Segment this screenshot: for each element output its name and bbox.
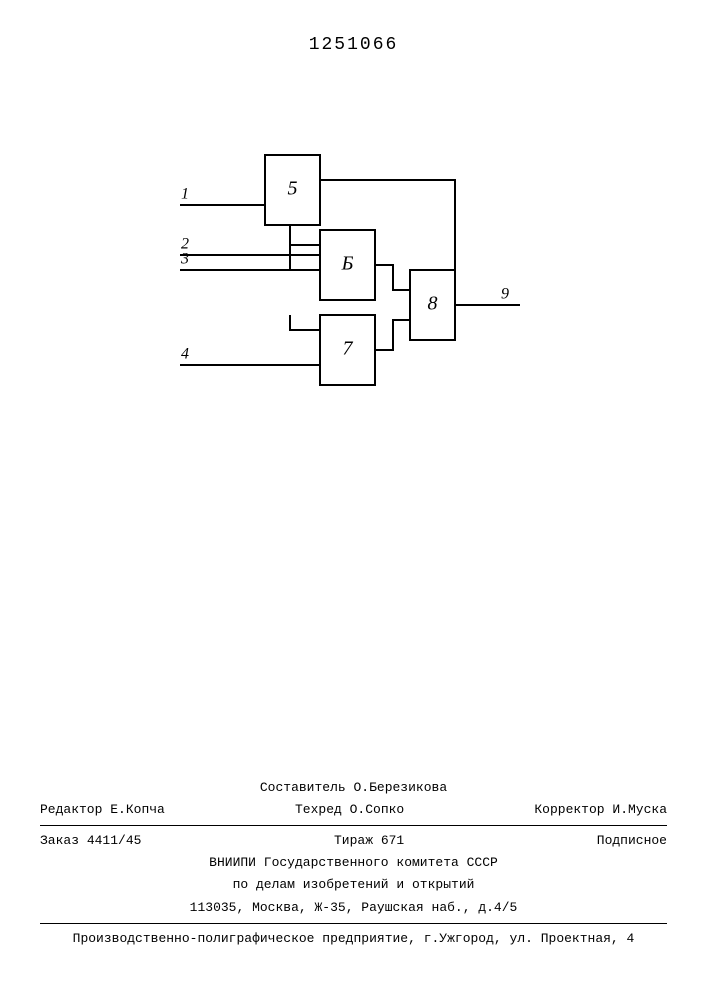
svg-text:9: 9 <box>501 286 509 303</box>
svg-text:8: 8 <box>428 293 438 315</box>
page: 1251066 123495Б78 Составитель О.Березико… <box>0 0 707 1000</box>
order-label: Заказ <box>40 833 79 848</box>
tech-label: Техред <box>295 802 342 817</box>
patent-number: 1251066 <box>0 35 707 55</box>
svg-text:1: 1 <box>181 186 189 203</box>
svg-text:5: 5 <box>288 178 298 200</box>
address-line: 113035, Москва, Ж-35, Раушская наб., д.4… <box>40 897 667 919</box>
org-line-2: по делам изобретений и открытий <box>40 874 667 896</box>
compiler-name: О.Березикова <box>354 780 448 795</box>
circulation-value: 671 <box>381 833 404 848</box>
footer: Составитель О.Березикова Редактор Е.Копч… <box>40 777 667 950</box>
compiler-label: Составитель <box>260 780 346 795</box>
corrector-name: И.Муска <box>612 802 667 817</box>
editor-name: Е.Копча <box>110 802 165 817</box>
svg-text:Б: Б <box>341 253 354 275</box>
svg-text:4: 4 <box>181 346 189 363</box>
corrector-label: Корректор <box>534 802 604 817</box>
printer-line: Производственно-полиграфическое предприя… <box>40 928 667 950</box>
credits-row: Редактор Е.Копча Техред О.Сопко Корректо… <box>40 799 667 821</box>
tech-name: О.Сопко <box>350 802 405 817</box>
subscription: Подписное <box>597 832 667 850</box>
block-diagram: 123495Б78 <box>150 130 550 430</box>
editor-label: Редактор <box>40 802 102 817</box>
order-row: Заказ 4411/45 Тираж 671 Подписное <box>40 830 667 852</box>
circulation-label: Тираж <box>334 833 373 848</box>
order-value: 4411/45 <box>87 833 142 848</box>
svg-text:3: 3 <box>180 251 189 268</box>
compiler-line: Составитель О.Березикова <box>40 777 667 799</box>
org-line-1: ВНИИПИ Государственного комитета СССР <box>40 852 667 874</box>
svg-text:7: 7 <box>343 338 354 360</box>
